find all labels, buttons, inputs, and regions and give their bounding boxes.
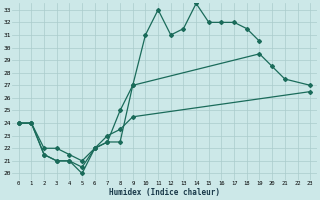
X-axis label: Humidex (Indice chaleur): Humidex (Indice chaleur): [109, 188, 220, 197]
